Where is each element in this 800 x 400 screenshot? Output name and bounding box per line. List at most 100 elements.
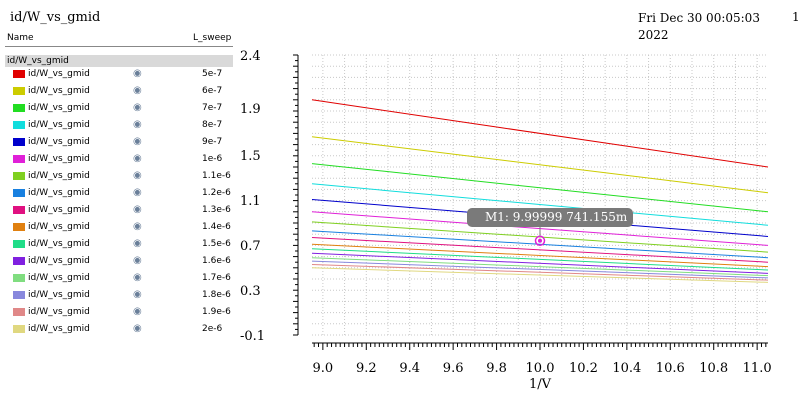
legend-row[interactable]: id/W_vs_gmid ◉ 1.7e-6 xyxy=(5,271,233,288)
eye-icon[interactable]: ◉ xyxy=(133,255,142,266)
grid xyxy=(312,54,768,336)
y-tick-label: 2.4 xyxy=(240,49,261,64)
legend-swatch xyxy=(13,223,25,231)
x-axis-label: 1/V xyxy=(529,377,552,392)
eye-icon[interactable]: ◉ xyxy=(133,119,142,130)
legend-sweep-value: 1.2e-6 xyxy=(202,188,231,198)
window-title: id/W_vs_gmid xyxy=(10,10,101,25)
legend-sweep-value: 5e-7 xyxy=(202,69,223,79)
legend-row[interactable]: id/W_vs_gmid ◉ 9e-7 xyxy=(5,135,233,152)
legend-swatch xyxy=(13,189,25,197)
x-tick-label: 10.0 xyxy=(526,361,555,376)
series-line[interactable] xyxy=(311,267,769,283)
legend-sweep-value: 1.4e-6 xyxy=(202,222,231,232)
legend-label: id/W_vs_gmid xyxy=(28,69,90,79)
series-line[interactable] xyxy=(311,248,769,271)
legend-row[interactable]: id/W_vs_gmid ◉ 1.8e-6 xyxy=(5,288,233,305)
axes xyxy=(293,54,768,350)
page-index: 1 xyxy=(792,10,800,24)
x-tick-label: 11.0 xyxy=(743,361,772,376)
legend-label: id/W_vs_gmid xyxy=(28,239,90,249)
legend-label: id/W_vs_gmid xyxy=(28,120,90,130)
column-header-sweep[interactable]: L_sweep xyxy=(193,33,232,43)
legend-swatch xyxy=(13,274,25,282)
legend-row[interactable]: id/W_vs_gmid ◉ 1.9e-6 xyxy=(5,305,233,322)
series-line[interactable] xyxy=(311,99,769,168)
eye-icon[interactable]: ◉ xyxy=(133,204,142,215)
legend-label: id/W_vs_gmid xyxy=(28,103,90,113)
legend-swatch xyxy=(13,240,25,248)
series-line[interactable] xyxy=(311,243,769,268)
series-line[interactable] xyxy=(311,252,769,274)
legend-swatch xyxy=(13,308,25,316)
legend-swatch xyxy=(13,104,25,112)
series-line[interactable] xyxy=(311,237,769,263)
eye-icon[interactable]: ◉ xyxy=(133,272,142,283)
y-tick-label: 0.7 xyxy=(240,239,261,254)
legend-rows: id/W_vs_gmid ◉ 5e-7 id/W_vs_gmid ◉ 6e-7 id/W_v… xyxy=(5,67,233,339)
legend-swatch xyxy=(13,257,25,265)
legend-row[interactable]: id/W_vs_gmid ◉ 1.6e-6 xyxy=(5,254,233,271)
legend-sweep-value: 1.8e-6 xyxy=(202,290,231,300)
eye-icon[interactable]: ◉ xyxy=(133,306,142,317)
series-line[interactable] xyxy=(311,163,769,213)
eye-icon[interactable]: ◉ xyxy=(133,323,142,334)
legend-panel: Name L_sweep id/W_vs_gmid id/W_vs_gmid ◉ 5… xyxy=(5,32,233,342)
eye-icon[interactable]: ◉ xyxy=(133,187,142,198)
y-tick-label: -0.1 xyxy=(240,329,265,344)
x-tick-label: 9.6 xyxy=(443,361,464,376)
series-line[interactable] xyxy=(311,230,769,259)
x-tick-label: 10.8 xyxy=(699,361,728,376)
legend-row[interactable]: id/W_vs_gmid ◉ 7e-7 xyxy=(5,101,233,118)
legend-label: id/W_vs_gmid xyxy=(28,137,90,147)
legend-sweep-value: 9e-7 xyxy=(202,137,223,147)
legend-row[interactable]: id/W_vs_gmid ◉ 1.3e-6 xyxy=(5,203,233,220)
legend-sweep-value: 1.9e-6 xyxy=(202,307,231,317)
legend-row[interactable]: id/W_vs_gmid ◉ 1.4e-6 xyxy=(5,220,233,237)
series-line[interactable] xyxy=(311,263,769,281)
legend-label: id/W_vs_gmid xyxy=(28,154,90,164)
x-tick-label: 10.4 xyxy=(612,361,641,376)
x-tick-label: 9.8 xyxy=(486,361,507,376)
eye-icon[interactable]: ◉ xyxy=(133,238,142,249)
series-line[interactable] xyxy=(311,183,769,226)
legend-label: id/W_vs_gmid xyxy=(28,86,90,96)
marker-ring xyxy=(534,235,546,247)
x-tick-label: 10.2 xyxy=(569,361,598,376)
column-header-name[interactable]: Name xyxy=(7,33,34,43)
legend-label: id/W_vs_gmid xyxy=(28,171,90,181)
eye-icon[interactable]: ◉ xyxy=(133,68,142,79)
legend-swatch xyxy=(13,325,25,333)
legend-swatch xyxy=(13,121,25,129)
eye-icon[interactable]: ◉ xyxy=(133,170,142,181)
eye-icon[interactable]: ◉ xyxy=(133,85,142,96)
eye-icon[interactable]: ◉ xyxy=(133,136,142,147)
legend-row[interactable]: id/W_vs_gmid ◉ 1.1e-6 xyxy=(5,169,233,186)
legend-row[interactable]: id/W_vs_gmid ◉ 1.5e-6 xyxy=(5,237,233,254)
eye-icon[interactable]: ◉ xyxy=(133,153,142,164)
series-line[interactable] xyxy=(311,257,769,277)
marker-label[interactable]: M1: 9.99999 741.155m xyxy=(467,208,634,227)
series-line[interactable] xyxy=(311,260,769,279)
legend-row[interactable]: id/W_vs_gmid ◉ 1e-6 xyxy=(5,152,233,169)
legend-sweep-value: 1.3e-6 xyxy=(202,205,231,215)
eye-icon[interactable]: ◉ xyxy=(133,289,142,300)
legend-row[interactable]: id/W_vs_gmid ◉ 6e-7 xyxy=(5,84,233,101)
tick-labels: 9.0 9.2 9.4 9.6 9.8 10.0 10.2 10.4 10.6 10.8 11.0 2… xyxy=(240,49,772,376)
legend-row[interactable]: id/W_vs_gmid ◉ 1.2e-6 xyxy=(5,186,233,203)
legend-sweep-value: 1.5e-6 xyxy=(202,239,231,249)
legend-row[interactable]: id/W_vs_gmid ◉ 2e-6 xyxy=(5,322,233,339)
legend-row[interactable]: id/W_vs_gmid ◉ 5e-7 xyxy=(5,67,233,84)
eye-icon[interactable]: ◉ xyxy=(133,102,142,113)
legend-group-row[interactable]: id/W_vs_gmid xyxy=(5,55,233,67)
series-line[interactable] xyxy=(311,136,769,194)
legend-swatch xyxy=(13,70,25,78)
marker-dot xyxy=(538,238,542,243)
eye-icon[interactable]: ◉ xyxy=(133,221,142,232)
legend-sweep-value: 8e-7 xyxy=(202,120,223,130)
marker-m1[interactable] xyxy=(534,226,546,247)
x-tick-label: 10.6 xyxy=(656,361,685,376)
x-tick-label: 9.4 xyxy=(399,361,420,376)
legend-row[interactable]: id/W_vs_gmid ◉ 8e-7 xyxy=(5,118,233,135)
timestamp: Fri Dec 30 00:05:03 2022 xyxy=(638,11,760,42)
